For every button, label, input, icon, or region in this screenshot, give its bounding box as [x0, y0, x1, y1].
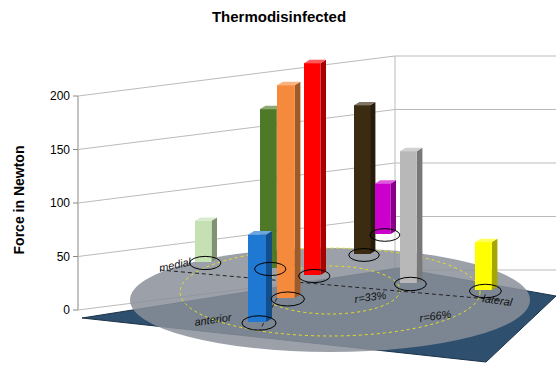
tick-label: 200 — [50, 89, 70, 103]
bar-side — [212, 218, 218, 262]
bar-front — [375, 183, 391, 234]
bar-side — [295, 82, 301, 298]
annotation: medial — [158, 255, 193, 274]
bar-front — [354, 105, 370, 254]
base-ring — [370, 229, 400, 242]
bar-top — [277, 82, 300, 86]
bar-top — [400, 148, 422, 151]
bar — [475, 239, 497, 290]
bar-front — [475, 242, 492, 290]
bar-front — [304, 63, 321, 275]
chart: Thermodisinfected Force in Newton 0 50 100 15… — [0, 0, 559, 367]
annotation: r=66% — [419, 308, 453, 324]
bar-front — [277, 85, 295, 298]
ring-66 — [180, 248, 480, 336]
bar-top — [195, 218, 217, 221]
bar-side — [321, 60, 327, 275]
title: Thermodisinfected — [212, 8, 346, 25]
bar — [375, 180, 396, 234]
bar-front — [195, 221, 212, 262]
bar-top — [354, 102, 375, 105]
base-ring — [255, 262, 286, 275]
bar-top — [475, 239, 497, 242]
tick-label: 100 — [50, 196, 70, 210]
annotation: r=33% — [354, 289, 388, 305]
base-ring — [469, 284, 501, 297]
bar — [400, 148, 422, 283]
bar — [304, 60, 326, 275]
bar-side — [417, 148, 423, 283]
tick — [73, 203, 78, 204]
base-ring — [349, 249, 379, 262]
tick — [73, 256, 78, 257]
bar-side — [266, 231, 272, 322]
tick-label: 50 — [57, 250, 71, 264]
bar — [248, 231, 272, 322]
tick-label: 150 — [50, 143, 70, 157]
bar-top — [304, 60, 326, 63]
bar-front — [400, 151, 417, 283]
bar-side — [391, 180, 396, 234]
bar-front — [248, 235, 266, 322]
base-ring — [394, 277, 426, 290]
bar-top — [375, 180, 396, 183]
bar — [195, 218, 217, 262]
wall-edge — [395, 56, 396, 270]
y-label: Force in Newton — [11, 146, 27, 255]
base-ring — [271, 292, 304, 306]
annotation: anterior — [194, 311, 234, 328]
axis-ml — [160, 270, 500, 300]
base-ring — [242, 316, 276, 330]
tick-label: 0 — [63, 303, 70, 317]
bar — [277, 82, 300, 298]
bar-side — [492, 239, 498, 290]
annotation: lateral — [482, 292, 514, 308]
bars — [195, 60, 497, 322]
bar-top — [248, 231, 272, 235]
base-ring — [190, 256, 221, 269]
tick — [73, 96, 78, 97]
plateau — [130, 248, 530, 352]
tick — [73, 310, 78, 311]
base-ring — [299, 269, 330, 282]
tick — [73, 149, 78, 150]
